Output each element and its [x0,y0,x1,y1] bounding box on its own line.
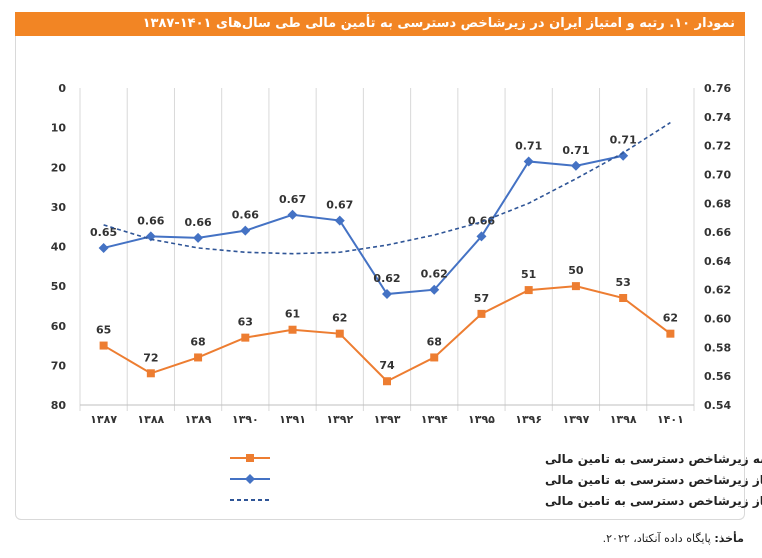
data-label: 0.71 [610,134,637,147]
data-label: 61 [285,308,300,321]
left-tick-label: 30 [51,201,67,214]
x-tick-label: ۱۳۸۹ [185,413,212,426]
data-point-diamond [476,231,487,242]
data-label: 53 [615,276,630,289]
data-label: 0.62 [421,268,448,281]
data-point-diamond [287,209,298,220]
series-line [103,121,671,255]
data-label: 50 [568,264,584,277]
data-point-square [430,353,439,362]
right-tick-label: 0.68 [704,197,731,210]
data-point-square [524,286,533,295]
data-label: 0.71 [515,139,542,152]
right-tick-label: 0.60 [704,313,731,326]
x-tick-label: ۱۳۹۲ [326,413,353,426]
left-tick-label: 80 [51,399,67,412]
source-label: مأخذ: [714,532,744,545]
data-label: 68 [427,335,442,348]
chart-title: نمودار ۱۰. رتبه و امتیاز ایران در زیرشاخ… [15,12,745,36]
data-label: 0.66 [468,214,495,227]
data-label: 0.65 [90,226,117,239]
data-point-diamond [523,156,534,167]
data-point-square [194,353,203,362]
data-point-square [241,333,250,342]
data-point-diamond [618,150,629,161]
right-tick-label: 0.66 [704,226,731,239]
right-tick-label: 0.56 [704,370,731,383]
right-tick-label: 0.72 [704,140,731,153]
legend-label: امتیاز زیرشاخص دسترسی به تامین مالی [545,473,762,487]
data-label: 72 [143,351,158,364]
data-label: 0.67 [326,199,353,212]
data-point-square [99,341,108,350]
data-point-square [146,369,155,378]
data-point-diamond [334,215,345,226]
data-point-square [571,282,580,291]
x-tick-label: ۱۳۹۷ [562,413,589,426]
x-tick-label: ۱۳۹۰ [232,413,259,426]
right-tick-label: 0.58 [704,341,731,354]
data-point-diamond [145,231,156,242]
data-label: 65 [96,324,111,337]
data-label: 51 [521,268,536,281]
data-point-diamond [382,289,392,300]
data-label: 63 [238,316,253,329]
legend-marker-square [246,454,254,462]
source-note: مأخذ: پایگاه داده آنکتاد، ۲۰۲۲. [603,532,744,545]
right-tick-label: 0.64 [704,255,731,268]
left-tick-label: 0 [58,82,66,95]
data-label: 0.66 [232,209,259,222]
x-tick-label: ۱۳۹۴ [421,413,448,426]
left-tick-label: 20 [51,161,67,174]
left-tick-label: 50 [51,280,67,293]
data-label: 74 [379,359,395,372]
right-tick-label: 0.62 [704,284,731,297]
data-point-square [383,377,391,386]
data-label: 57 [474,292,489,305]
data-point-square [288,325,297,334]
right-tick-label: 0.54 [704,399,731,412]
x-tick-label: ۱۳۹۳ [374,413,401,426]
legend-marker-diamond [245,474,255,484]
data-point-diamond [429,284,440,295]
data-label: 62 [332,312,347,325]
data-label: 0.66 [137,214,164,227]
data-point-square [477,309,486,318]
source-text: پایگاه داده آنکتاد، ۲۰۲۲. [602,532,715,545]
data-point-diamond [570,160,581,171]
left-tick-label: 40 [51,241,67,254]
data-label: 0.66 [185,216,212,229]
right-tick-label: 0.76 [704,82,731,95]
series-line [103,154,624,296]
x-tick-label: ۱۳۹۵ [468,413,495,426]
left-tick-label: 10 [51,122,67,135]
x-tick-label: ۱۳۹۸ [610,413,637,426]
chart-frame [15,36,745,520]
data-point-square [666,329,675,338]
x-tick-label: ۱۴۰۱ [657,413,684,426]
left-tick-label: 70 [51,359,67,372]
data-label: 68 [190,335,205,348]
right-tick-label: 0.74 [704,111,731,124]
left-tick-label: 60 [51,320,67,333]
data-point-square [619,294,628,303]
right-tick-label: 0.70 [704,168,731,181]
x-tick-label: ۱۳۸۸ [137,413,164,426]
data-point-diamond [193,232,204,243]
x-tick-label: ۱۳۹۶ [515,413,542,426]
data-point-square [335,329,344,338]
data-label: 0.67 [279,193,306,206]
data-label: 0.71 [562,144,589,157]
data-label: 0.62 [373,272,400,285]
legend-label: رتبه زیرشاخص دسترسی به تامین مالی [545,452,762,466]
data-point-diamond [98,242,109,253]
x-tick-label: ۱۳۹۱ [279,413,306,426]
data-label: 62 [663,312,678,325]
x-tick-label: ۱۳۸۷ [90,413,117,426]
legend-label: برازش امتیاز زیرشاخص دسترسی به تامین مال… [545,494,762,508]
data-point-diamond [240,225,251,236]
